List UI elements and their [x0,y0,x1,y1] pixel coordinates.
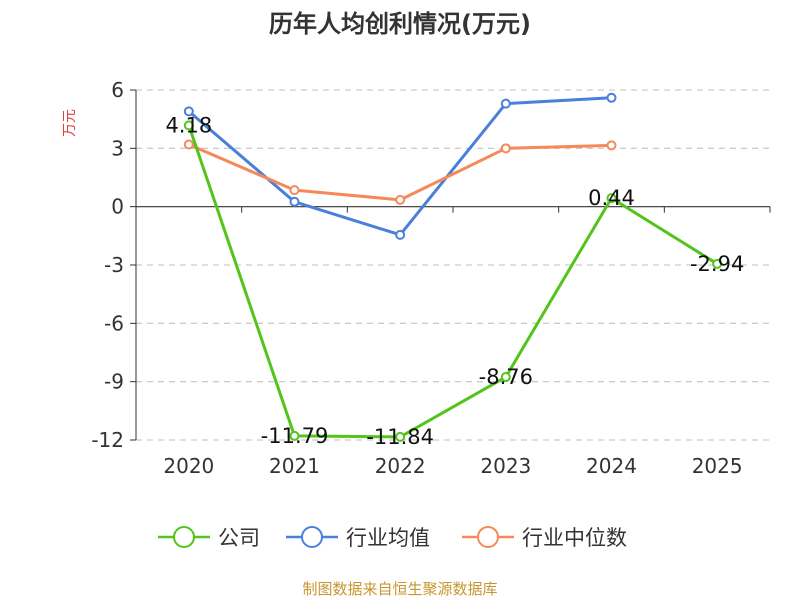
data-point [606,193,617,204]
data-point [712,258,723,269]
data-source-note: 制图数据来自恒生聚源数据库 [302,580,497,598]
data-point [289,430,300,441]
series-line-2 [187,142,613,202]
data-point [289,185,300,196]
data-label: -11.79 [261,424,329,448]
y-tick-label: -9 [104,370,124,394]
data-point [500,372,511,382]
data-point [395,194,406,205]
data-point [183,106,194,117]
data-point [183,139,194,150]
data-label: -11.84 [366,425,434,449]
legend[interactable]: 公司 行业均值 行业中位数 [158,526,627,550]
data-point [500,98,511,109]
series-line-0 [187,123,719,439]
grid-lines [136,89,770,441]
data-point [289,196,300,207]
x-tick-label: 2022 [375,454,426,478]
x-tick-label: 2020 [163,454,214,478]
legend-item[interactable]: 行业中位数 [462,526,627,550]
legend-marker-icon [173,526,195,548]
legend-label: 公司 [218,526,260,550]
legend-item[interactable]: 行业均值 [286,526,430,550]
x-tick-label: 2025 [692,454,743,478]
y-axis-unit: 万元 [62,109,78,137]
x-tick-label: 2021 [269,454,320,478]
axes [130,89,771,441]
y-tick-label: -3 [104,253,124,277]
data-label: -8.76 [479,365,533,389]
y-tick-label: 3 [111,136,124,160]
data-point [395,431,406,442]
data-point [606,140,617,151]
legend-label: 行业中位数 [522,526,627,550]
series-lines [183,92,723,442]
y-tick-label: 6 [111,78,124,102]
data-label: 0.44 [588,186,635,210]
x-tick-label: 2023 [480,454,531,478]
legend-marker-icon [477,526,499,548]
y-tick-label: -6 [104,311,124,335]
data-point [395,229,406,240]
y-tick-label: -12 [91,428,124,452]
data-point [500,143,511,154]
x-tick-label: 2024 [586,454,637,478]
y-axis-tick-labels: 6 3 0 -3 -6 -9 -12 [91,78,124,452]
legend-label: 行业均值 [346,526,430,550]
series-line-1 [187,96,613,237]
data-labels: 4.18 -11.79 -11.84 -8.76 0.44 -2.94 [165,113,744,449]
legend-item[interactable]: 公司 [158,526,260,550]
legend-marker-icon [301,526,323,548]
data-label: -2.94 [690,252,744,276]
data-point [606,92,617,103]
data-label: 4.18 [165,113,212,137]
data-point [183,120,194,131]
y-tick-label: 0 [111,195,124,219]
x-axis-tick-labels: 2020 2021 2022 2023 2024 2025 [163,454,742,478]
chart-title: 历年人均创利情况(万元) [269,10,531,38]
